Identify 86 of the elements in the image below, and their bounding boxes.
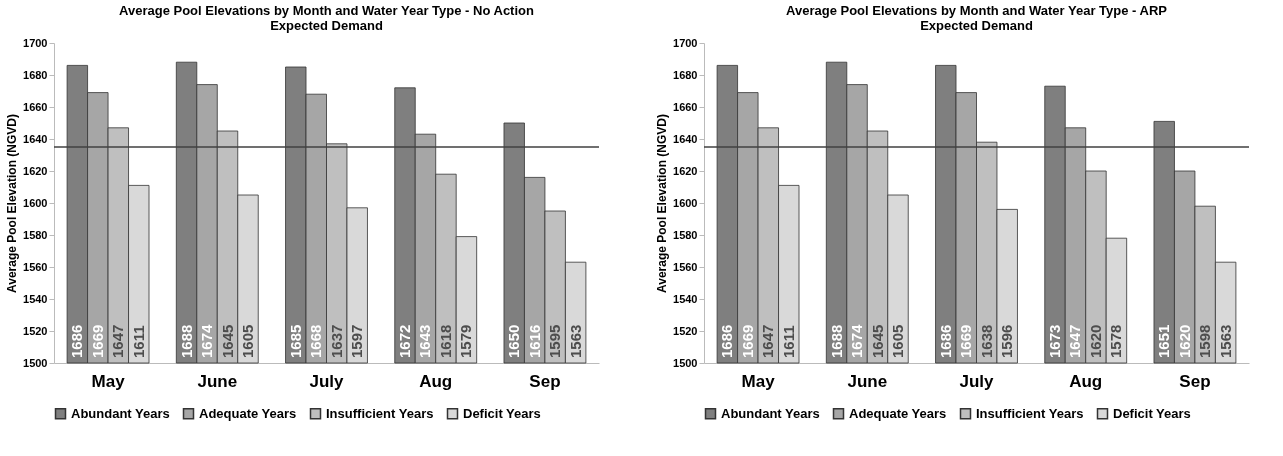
data-label: 1638 <box>977 324 995 358</box>
data-label: 1685 <box>286 324 304 358</box>
x-tick-label: Aug <box>1069 371 1103 391</box>
y-axis-title: Average Pool Elevation (NGVD) <box>655 114 670 293</box>
y-tick-label: 1660 <box>23 100 48 113</box>
data-label: 1686 <box>68 324 86 358</box>
y-tick-label: 1700 <box>673 36 698 49</box>
x-tick-label: Sep <box>1179 371 1211 391</box>
y-tick-label: 1500 <box>23 356 48 369</box>
y-tick-label: 1560 <box>23 260 48 273</box>
y-tick-label: 1500 <box>673 356 698 369</box>
y-tick-label: 1560 <box>673 260 698 273</box>
data-label: 1620 <box>1175 324 1193 358</box>
legend-label: Adequate Years <box>849 405 947 421</box>
data-label: 1578 <box>1107 324 1125 358</box>
x-tick-label: June <box>847 371 888 391</box>
legend-label: Insufficient Years <box>326 405 434 421</box>
data-label: 1620 <box>1086 324 1104 358</box>
y-tick-label: 1600 <box>673 196 698 209</box>
data-label: 1673 <box>1046 324 1063 358</box>
data-label: 1563 <box>566 324 584 358</box>
y-tick-label: 1620 <box>23 164 48 177</box>
legend-label: Deficit Years <box>463 405 541 421</box>
y-tick-label: 1620 <box>673 164 698 177</box>
data-label: 1605 <box>239 324 256 358</box>
legend-label: Abundant Years <box>71 405 170 421</box>
y-axis-title: Average Pool Elevation (NGVD) <box>5 114 20 293</box>
data-label: 1645 <box>218 324 236 358</box>
data-label: 1651 <box>1155 324 1173 358</box>
data-label: 1674 <box>198 323 216 358</box>
y-tick-label: 1520 <box>673 324 698 337</box>
data-label: 1611 <box>779 325 797 358</box>
data-label: 1686 <box>718 324 736 358</box>
y-tick-label: 1700 <box>23 36 48 49</box>
data-label: 1596 <box>998 324 1016 358</box>
legend-label: Deficit Years <box>1113 405 1191 421</box>
data-label: 1647 <box>1066 324 1084 358</box>
data-label: 1669 <box>738 324 756 358</box>
x-tick-label: May <box>91 371 126 391</box>
data-label: 1597 <box>348 324 366 358</box>
data-label: 1669 <box>957 324 975 358</box>
legend-label: Insufficient Years <box>976 405 1084 421</box>
data-label: 1647 <box>759 324 777 358</box>
data-label: 1647 <box>109 324 127 358</box>
chart-title: Average Pool Elevations by Month and Water Year Type - No Action <box>119 3 534 18</box>
data-label: 1668 <box>307 324 325 358</box>
y-tick-label: 1660 <box>673 100 698 113</box>
data-label: 1605 <box>889 324 906 358</box>
data-label: 1645 <box>868 324 886 358</box>
y-tick-label: 1680 <box>23 68 48 81</box>
x-tick-label: Sep <box>529 371 561 391</box>
data-label: 1637 <box>327 324 345 358</box>
x-tick-label: Aug <box>419 371 453 391</box>
data-label: 1686 <box>936 324 954 358</box>
y-tick-label: 1520 <box>23 324 48 337</box>
data-label: 1688 <box>827 324 845 358</box>
y-tick-label: 1600 <box>23 196 48 209</box>
data-label: 1672 <box>396 324 413 358</box>
data-label: 1669 <box>88 324 106 358</box>
data-label: 1616 <box>525 324 543 358</box>
data-label: 1688 <box>177 324 195 358</box>
x-tick-label: July <box>309 371 345 391</box>
y-tick-label: 1640 <box>23 132 48 145</box>
legend-label: Abundant Years <box>721 405 820 421</box>
y-tick-label: 1580 <box>673 228 698 241</box>
data-label: 1674 <box>848 323 866 358</box>
x-tick-label: May <box>741 371 776 391</box>
data-label: 1650 <box>505 324 523 358</box>
data-label: 1618 <box>436 324 454 358</box>
y-tick-label: 1580 <box>23 228 48 241</box>
y-tick-label: 1680 <box>673 68 698 81</box>
y-tick-label: 1540 <box>23 292 48 305</box>
legend-label: Adequate Years <box>199 405 297 421</box>
data-label: 1611 <box>129 325 147 358</box>
chart-title: Average Pool Elevations by Month and Water Year Type - ARP <box>786 3 1168 18</box>
x-tick-label: July <box>959 371 995 391</box>
data-label: 1595 <box>546 324 564 358</box>
chart-subtitle: Expected Demand <box>920 18 1033 33</box>
chart-subtitle: Expected Demand <box>270 18 383 33</box>
data-label: 1643 <box>416 324 434 358</box>
y-tick-label: 1640 <box>673 132 698 145</box>
data-label: 1598 <box>1196 324 1214 358</box>
data-label: 1563 <box>1216 324 1234 358</box>
data-label: 1579 <box>457 324 475 358</box>
y-tick-label: 1540 <box>673 292 698 305</box>
x-tick-label: June <box>197 371 238 391</box>
